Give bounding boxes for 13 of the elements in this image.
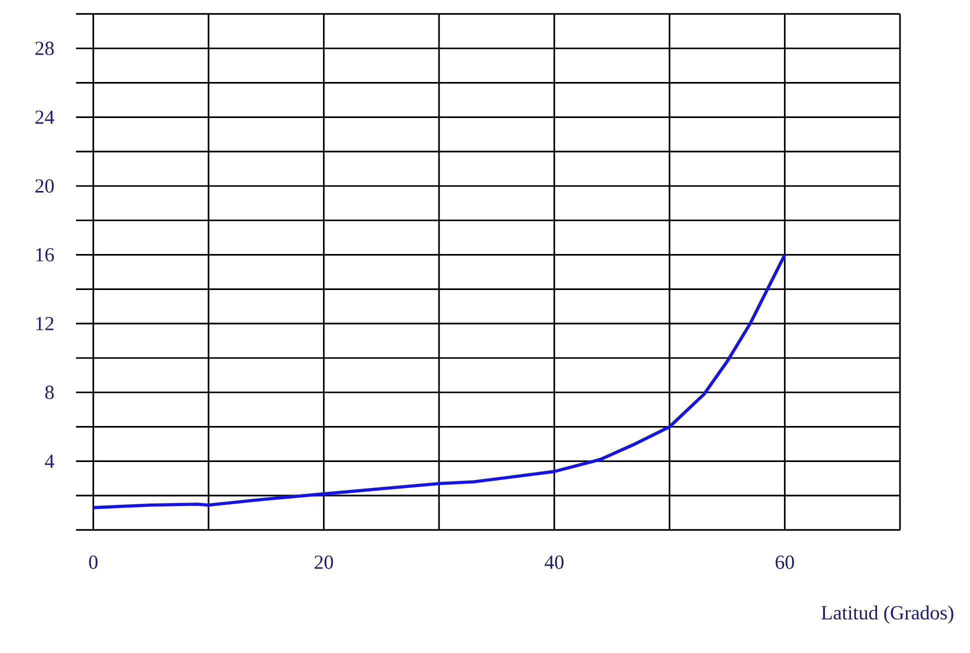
y-tick-label: 8 [45, 386, 54, 400]
x-tick-label: 20 [314, 556, 333, 569]
y-tick-label: 20 [35, 179, 54, 193]
x-tick-label: 40 [544, 556, 564, 569]
x-axis-title: Latitud (Grados) [821, 606, 954, 624]
y-tick-label: 16 [36, 248, 54, 262]
x-tick-label: 60 [776, 556, 794, 569]
y-tick-label: 28 [35, 42, 54, 56]
y-tick-label: 4 [44, 454, 54, 468]
y-tick-label: 24 [35, 110, 54, 124]
line-series [92, 253, 786, 510]
x-tick-label: 0 [89, 556, 98, 569]
y-tick-label: 12 [36, 316, 54, 330]
